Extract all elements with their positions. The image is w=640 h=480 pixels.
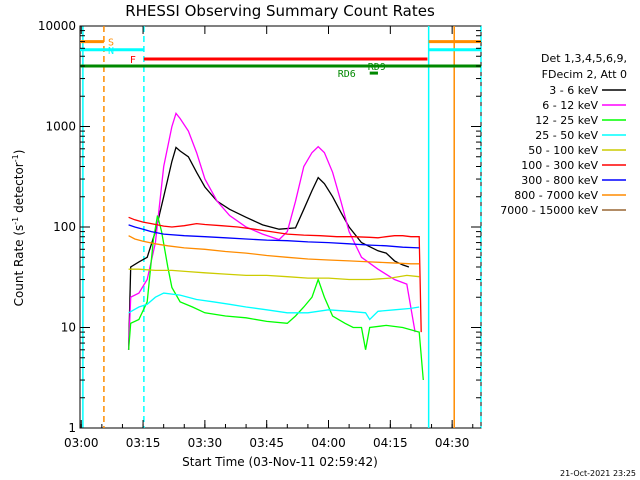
- legend: Det 1,3,4,5,6,9, FDecim 2, Att 0 3 - 6 k…: [500, 52, 627, 217]
- x-tick-label-2: 03:30: [188, 436, 223, 450]
- state-label-n: N: [108, 46, 114, 57]
- y-axis-label-part3: ): [12, 150, 26, 155]
- series-line-3: [128, 292, 420, 321]
- x-tick-label-6: 04:30: [435, 436, 470, 450]
- x-axis-label: Start Time (03-Nov-11 02:59:42): [182, 455, 378, 469]
- x-tick-label-3: 03:45: [249, 436, 284, 450]
- series-line-0: [127, 146, 410, 350]
- y-tick-label-1: 10: [61, 321, 76, 335]
- legend-label-3: 25 - 50 keV: [535, 129, 598, 142]
- series-line-7: [128, 235, 420, 265]
- y-axis-label-sup2: -1: [11, 154, 20, 162]
- legend-label-1: 6 - 12 keV: [542, 99, 598, 112]
- y-axis-ticks: 1 10 100 1000 10000: [38, 19, 481, 435]
- chart-title: RHESSI Observing Summary Count Rates: [125, 2, 435, 20]
- legend-label-0: 3 - 6 keV: [549, 84, 598, 97]
- plot-area: [79, 25, 482, 429]
- series-line-2: [127, 215, 424, 381]
- legend-header-line1: Det 1,3,4,5,6,9,: [541, 52, 627, 65]
- y-axis-label-part1: Count Rate (s: [12, 225, 26, 307]
- plot-frame: [79, 25, 482, 429]
- legend-header-line2: FDecim 2, Att 0: [542, 68, 627, 81]
- state-label-rd9: RD9: [368, 62, 386, 73]
- attenuator-bars: SN F RD9 RD6: [80, 38, 481, 80]
- series-line-6: [128, 224, 420, 249]
- y-axis-label-sup1: -1: [11, 217, 20, 225]
- legend-label-8: 7000 - 15000 keV: [500, 204, 598, 217]
- state-label-f: F: [130, 55, 136, 66]
- x-tick-label-1: 03:15: [126, 436, 161, 450]
- x-tick-label-4: 04:00: [311, 436, 346, 450]
- y-tick-label-2: 100: [53, 220, 76, 234]
- y-axis-label-part2: detector: [12, 162, 26, 217]
- series-line-4: [128, 268, 420, 281]
- series-line-1: [127, 112, 416, 350]
- y-axis-label: Count Rate (s-1 detector-1): [11, 150, 26, 307]
- state-label-s: S: [108, 38, 114, 49]
- legend-label-2: 12 - 25 keV: [535, 114, 598, 127]
- state-label-rd6: RD6: [338, 69, 356, 80]
- timestamp-stamp: 21-Oct-2021 23:25: [560, 469, 636, 478]
- series-line-5: [128, 216, 422, 333]
- legend-label-6: 300 - 800 keV: [521, 174, 598, 187]
- legend-label-5: 100 - 300 keV: [521, 159, 598, 172]
- y-tick-label-4: 10000: [38, 19, 76, 33]
- x-tick-label-5: 04:15: [373, 436, 408, 450]
- x-tick-label-0: 03:00: [64, 436, 99, 450]
- legend-label-7: 800 - 7000 keV: [514, 189, 598, 202]
- legend-label-4: 50 - 100 keV: [528, 144, 598, 157]
- x-axis-ticks: 03:00 03:15 03:30 03:45 04:00 04:15 04:30: [64, 26, 474, 450]
- vertical-markers: [82, 26, 482, 428]
- series-lines: [127, 112, 424, 381]
- y-tick-label-0: 1: [68, 421, 76, 435]
- y-tick-label-3: 1000: [45, 120, 76, 134]
